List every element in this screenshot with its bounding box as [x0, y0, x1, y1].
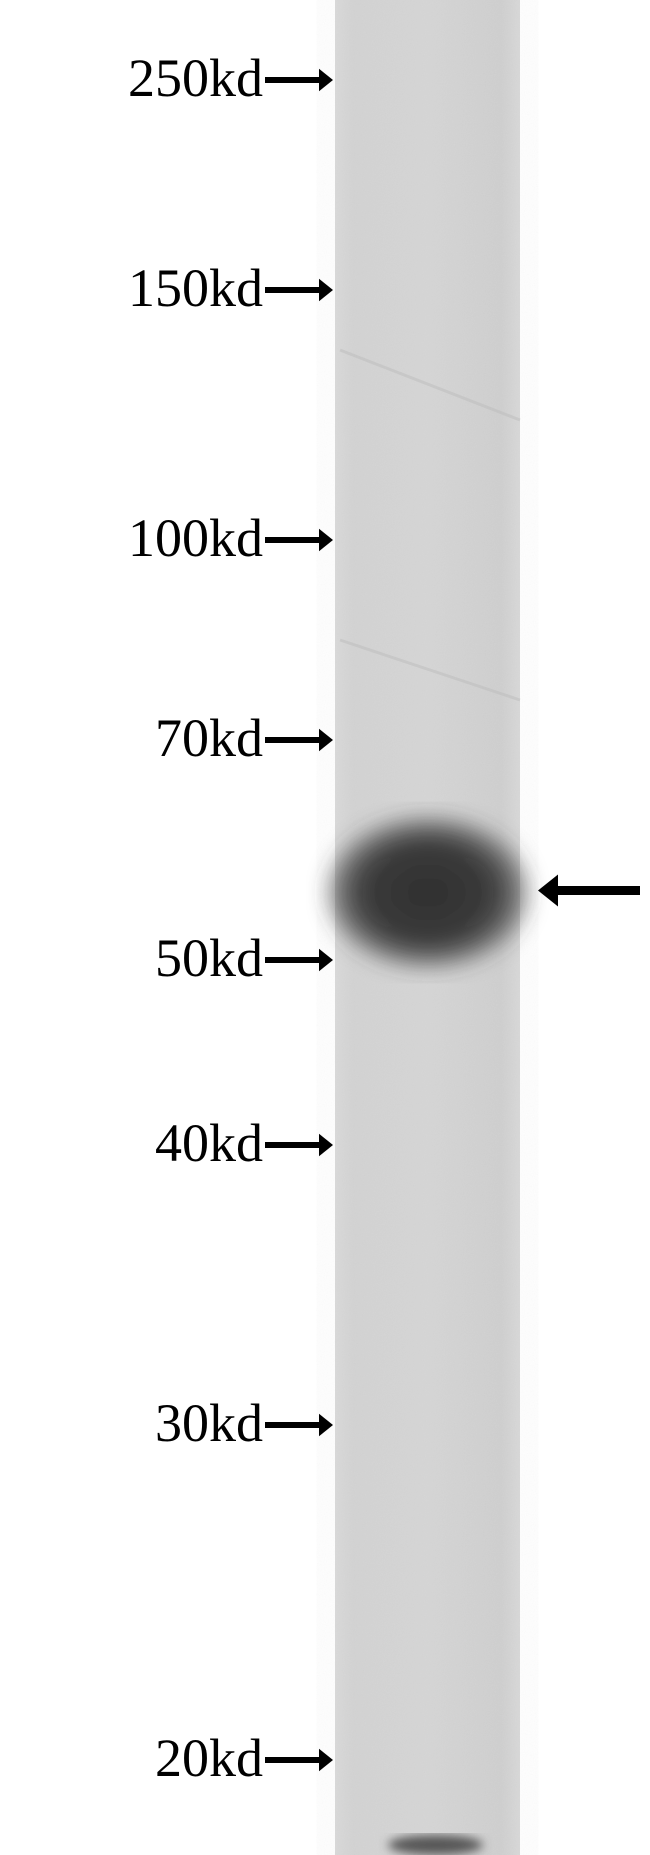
- mw-arrow-icon: [265, 1743, 333, 1777]
- mw-arrow-icon: [265, 723, 333, 757]
- mw-label-50kd: 50kd: [155, 927, 263, 989]
- dye-front-spot: [388, 1835, 483, 1855]
- mw-label-70kd: 70kd: [155, 707, 263, 769]
- mw-arrow-icon: [265, 63, 333, 97]
- mw-label-100kd: 100kd: [128, 507, 263, 569]
- mw-label-40kd: 40kd: [155, 1112, 263, 1174]
- mw-arrow-icon: [265, 523, 333, 557]
- mw-label-250kd: 250kd: [128, 47, 263, 109]
- mw-label-20kd: 20kd: [155, 1727, 263, 1789]
- mw-arrow-icon: [265, 273, 333, 307]
- mw-label-30kd: 30kd: [155, 1392, 263, 1454]
- mw-arrow-icon: [265, 943, 333, 977]
- target-band-arrow-icon: [538, 866, 640, 915]
- blot-figure: WWW.PTGLAB.COM 250kd150kd100kd70kd50kd40…: [0, 0, 650, 1855]
- mw-arrow-icon: [265, 1408, 333, 1442]
- detected-band: [327, 817, 529, 968]
- mw-arrow-icon: [265, 1128, 333, 1162]
- mw-label-150kd: 150kd: [128, 257, 263, 319]
